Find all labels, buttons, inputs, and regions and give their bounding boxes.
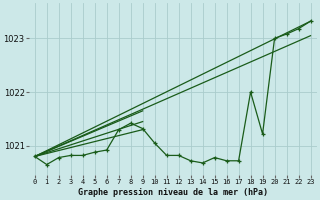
X-axis label: Graphe pression niveau de la mer (hPa): Graphe pression niveau de la mer (hPa) (78, 188, 268, 197)
